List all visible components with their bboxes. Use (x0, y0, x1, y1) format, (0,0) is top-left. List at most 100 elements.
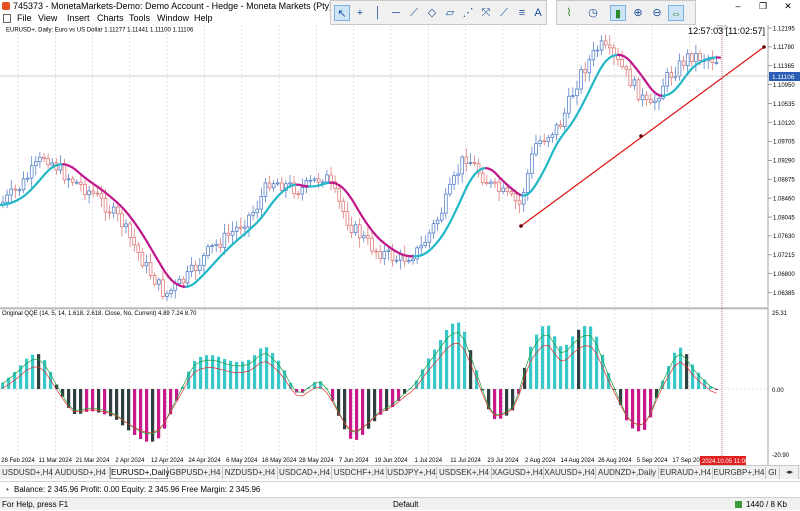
candle-body (469, 162, 472, 163)
pitchfork-icon[interactable]: ⤧ (478, 5, 494, 21)
date-axis-label: 2 Apr 2024 (115, 458, 145, 464)
trendline-anchor[interactable] (519, 224, 523, 228)
trendline-anchor[interactable] (639, 134, 643, 138)
tab-euraud[interactable]: EURAUD+,H4 (659, 467, 713, 479)
candle-body (108, 212, 111, 213)
candle-body (412, 259, 415, 261)
date-axis-label: 28 May 2024 (299, 458, 334, 464)
candle-body (485, 183, 488, 184)
trendline-icon[interactable]: ⟋ (406, 5, 422, 21)
menu-file[interactable]: File (17, 12, 32, 25)
tab-usdchf[interactable]: USDCHF+,H4 (332, 467, 387, 479)
minimize-button[interactable]: – (730, 0, 746, 12)
candle-body (621, 59, 624, 66)
candle-body (18, 190, 21, 191)
crosshair-icon[interactable]: + (352, 5, 368, 21)
candle-body (490, 182, 493, 184)
date-axis-label: 7 Jun 2024 (339, 458, 369, 464)
price-axis-label: 1.08460 (773, 196, 795, 202)
candle-body (588, 60, 591, 73)
close-button[interactable]: ✕ (780, 0, 796, 12)
candle-body (678, 61, 681, 76)
tab-usdcad[interactable]: USDCAD+,H4 (278, 467, 332, 479)
price-chart[interactable]: 1.121951.117801.113651.109501.105351.101… (0, 25, 800, 465)
candle-body (10, 189, 13, 195)
date-axis-label: 24 Apr 2024 (188, 458, 221, 464)
tab-nzdusd[interactable]: NZDUSD+,H4 (223, 467, 278, 479)
price-axis-label: 1.09705 (773, 140, 795, 146)
tab-usdjpy[interactable]: USDJPY+,H4 (387, 467, 437, 479)
date-axis-label: 23 Jul 2024 (487, 458, 519, 464)
candle-body (383, 251, 386, 258)
candle-body (47, 159, 50, 165)
trendline-anchor[interactable] (762, 45, 766, 49)
menu-charts[interactable]: Charts (97, 12, 124, 25)
tab-xagusd[interactable]: XAGUSD+,H4 (492, 467, 544, 479)
fibo-icon[interactable]: ⋰ (460, 5, 476, 21)
candle-body (625, 67, 628, 69)
chart-type-icon[interactable]: ⌇ (561, 5, 577, 21)
menu-window[interactable]: Window (157, 12, 189, 25)
price-axis-label: 1.07215 (773, 253, 795, 259)
ellipse-icon[interactable]: ◇ (424, 5, 440, 21)
document-icon (3, 14, 11, 23)
candle-body (96, 193, 99, 194)
gann-icon[interactable]: ⟋ (496, 5, 512, 21)
candle-body (432, 224, 435, 233)
tab-audusd[interactable]: AUDUSD+,H4 (52, 467, 110, 479)
tab-eurusd[interactable]: EURUSD+,Daily (110, 467, 168, 479)
candle-body (219, 244, 222, 247)
text-tool-icon[interactable]: A (530, 5, 546, 21)
autoscroll-icon[interactable]: ⇔ (668, 5, 684, 21)
candle-body (88, 191, 91, 195)
tab-gbpusd[interactable]: GBPUSD+,H4 (168, 467, 223, 479)
timeframe-clock-icon[interactable]: ◷ (585, 5, 601, 21)
price-axis-label: 1.10535 (773, 102, 795, 108)
candle-body (682, 61, 685, 66)
zoom-out-icon[interactable]: ⊖ (649, 5, 665, 21)
candle-body (166, 293, 169, 296)
date-axis-label: 12 Apr 2024 (151, 458, 184, 464)
candles-icon[interactable]: ▮ (610, 5, 626, 21)
collapse-icon[interactable]: • (6, 482, 9, 498)
restore-button[interactable]: ❐ (755, 0, 771, 12)
menu-help[interactable]: Help (194, 12, 213, 25)
vertical-line-icon[interactable]: │ (370, 5, 386, 21)
candle-body (198, 265, 201, 270)
tab-audnzd[interactable]: AUDNZD+,Daily (596, 467, 659, 479)
app-icon (2, 2, 10, 10)
tab-xauusd[interactable]: XAUUSD+,H4 (544, 467, 596, 479)
tab-usdusd[interactable]: USDUSD+,H4 (2, 467, 52, 479)
candle-body (666, 73, 669, 87)
profile-name[interactable]: Default (393, 498, 418, 511)
candle-body (71, 179, 74, 182)
candle-body (453, 176, 456, 185)
tab-eurgbp[interactable]: EURGBP+,H4 (713, 467, 766, 479)
candle-body (194, 265, 197, 270)
candle-body (231, 231, 234, 235)
candle-body (170, 290, 173, 293)
tabs-scroll-icon[interactable]: ◂▸ (781, 467, 799, 479)
connection-icon (735, 501, 742, 508)
candle-body (129, 224, 132, 237)
fibo-levels-icon[interactable]: ≡ (514, 5, 530, 21)
menu-tools[interactable]: Tools (129, 12, 150, 25)
menu-view[interactable]: View (38, 12, 57, 25)
candle-body (301, 187, 304, 194)
candle-body (547, 138, 550, 142)
tab-gi[interactable]: GI (766, 467, 780, 479)
zoom-in-icon[interactable]: ⊕ (630, 5, 646, 21)
candle-body (190, 265, 193, 271)
tab-usdsek[interactable]: USDSEK+,H4 (437, 467, 492, 479)
candle-body (641, 95, 644, 100)
candle-body (658, 98, 661, 101)
menu-insert[interactable]: Insert (67, 12, 90, 25)
channel-icon[interactable]: ▱ (442, 5, 458, 21)
horizontal-line-icon[interactable]: ─ (388, 5, 404, 21)
candle-body (338, 189, 341, 202)
candle-body (604, 41, 607, 45)
candle-body (51, 163, 54, 165)
candle-body (645, 95, 648, 100)
cursor-icon[interactable]: ↖ (334, 5, 350, 21)
